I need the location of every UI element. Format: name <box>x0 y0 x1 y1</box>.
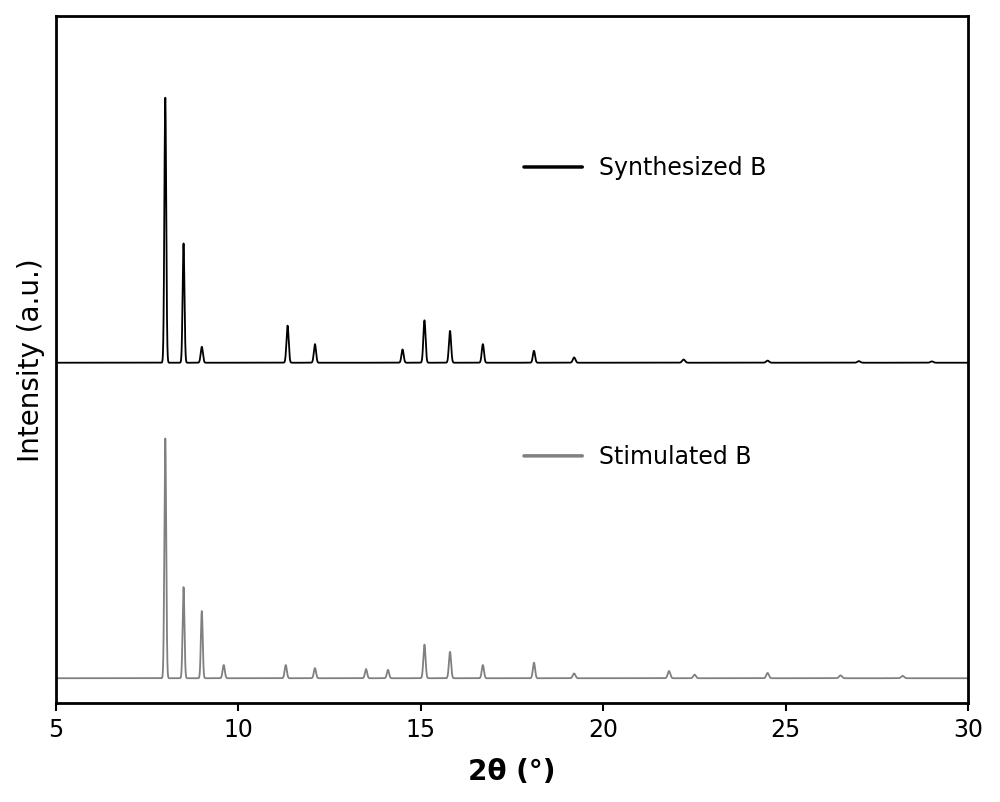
X-axis label: 2θ (°): 2θ (°) <box>468 757 556 785</box>
Text: Stimulated B: Stimulated B <box>599 444 751 468</box>
Y-axis label: Intensity (a.u.): Intensity (a.u.) <box>17 258 45 462</box>
Text: Synthesized B: Synthesized B <box>599 156 766 180</box>
